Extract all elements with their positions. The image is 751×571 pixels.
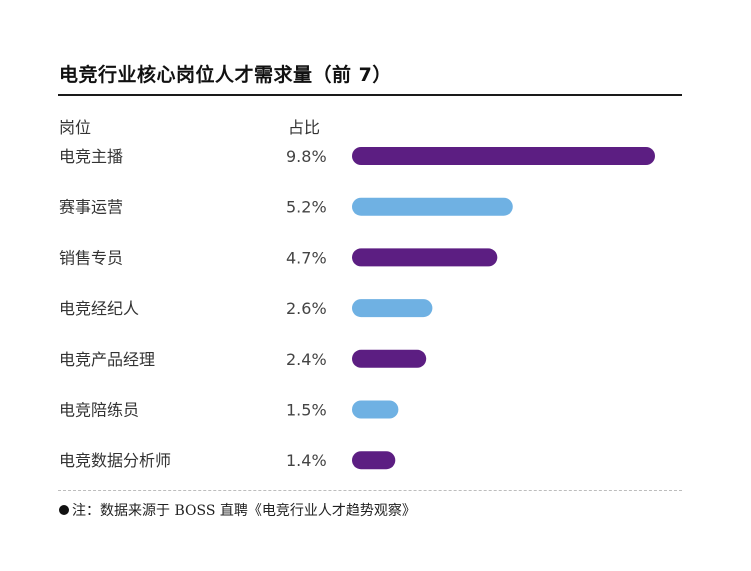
category-label: 赛事运营 [59, 198, 123, 217]
bar [352, 248, 498, 267]
value-label: 1.4% [286, 451, 327, 470]
category-label: 电竞经纪人 [59, 299, 139, 318]
category-label: 电竞产品经理 [59, 350, 155, 369]
bar [352, 197, 513, 216]
category-label: 电竞数据分析师 [59, 451, 171, 470]
value-label: 5.2% [286, 198, 327, 217]
value-label: 9.8% [286, 147, 327, 166]
footnote: 注：数据来源于 BOSS 直聘《电竞行业人才趋势观察》 [59, 500, 416, 520]
value-label: 2.4% [286, 350, 327, 369]
value-label: 2.6% [286, 299, 327, 318]
category-label: 电竞主播 [59, 147, 123, 166]
bar [352, 451, 396, 470]
footer-divider [58, 490, 682, 491]
bar [352, 349, 427, 368]
category-label: 电竞陪练员 [59, 401, 139, 420]
bar [352, 400, 399, 419]
column-header-position: 岗位 [59, 118, 92, 137]
title-divider [58, 94, 682, 96]
value-label: 4.7% [286, 248, 327, 267]
category-label: 销售专员 [59, 248, 123, 267]
value-label: 1.5% [286, 401, 327, 420]
bar [352, 147, 655, 165]
footnote-text: 注：数据来源于 BOSS 直聘《电竞行业人才趋势观察》 [72, 503, 416, 519]
chart-title: 电竞行业核心岗位人才需求量（前 7） [59, 64, 392, 86]
bar [352, 299, 433, 318]
bullet-icon [59, 505, 69, 515]
column-header-share: 占比 [288, 118, 321, 137]
